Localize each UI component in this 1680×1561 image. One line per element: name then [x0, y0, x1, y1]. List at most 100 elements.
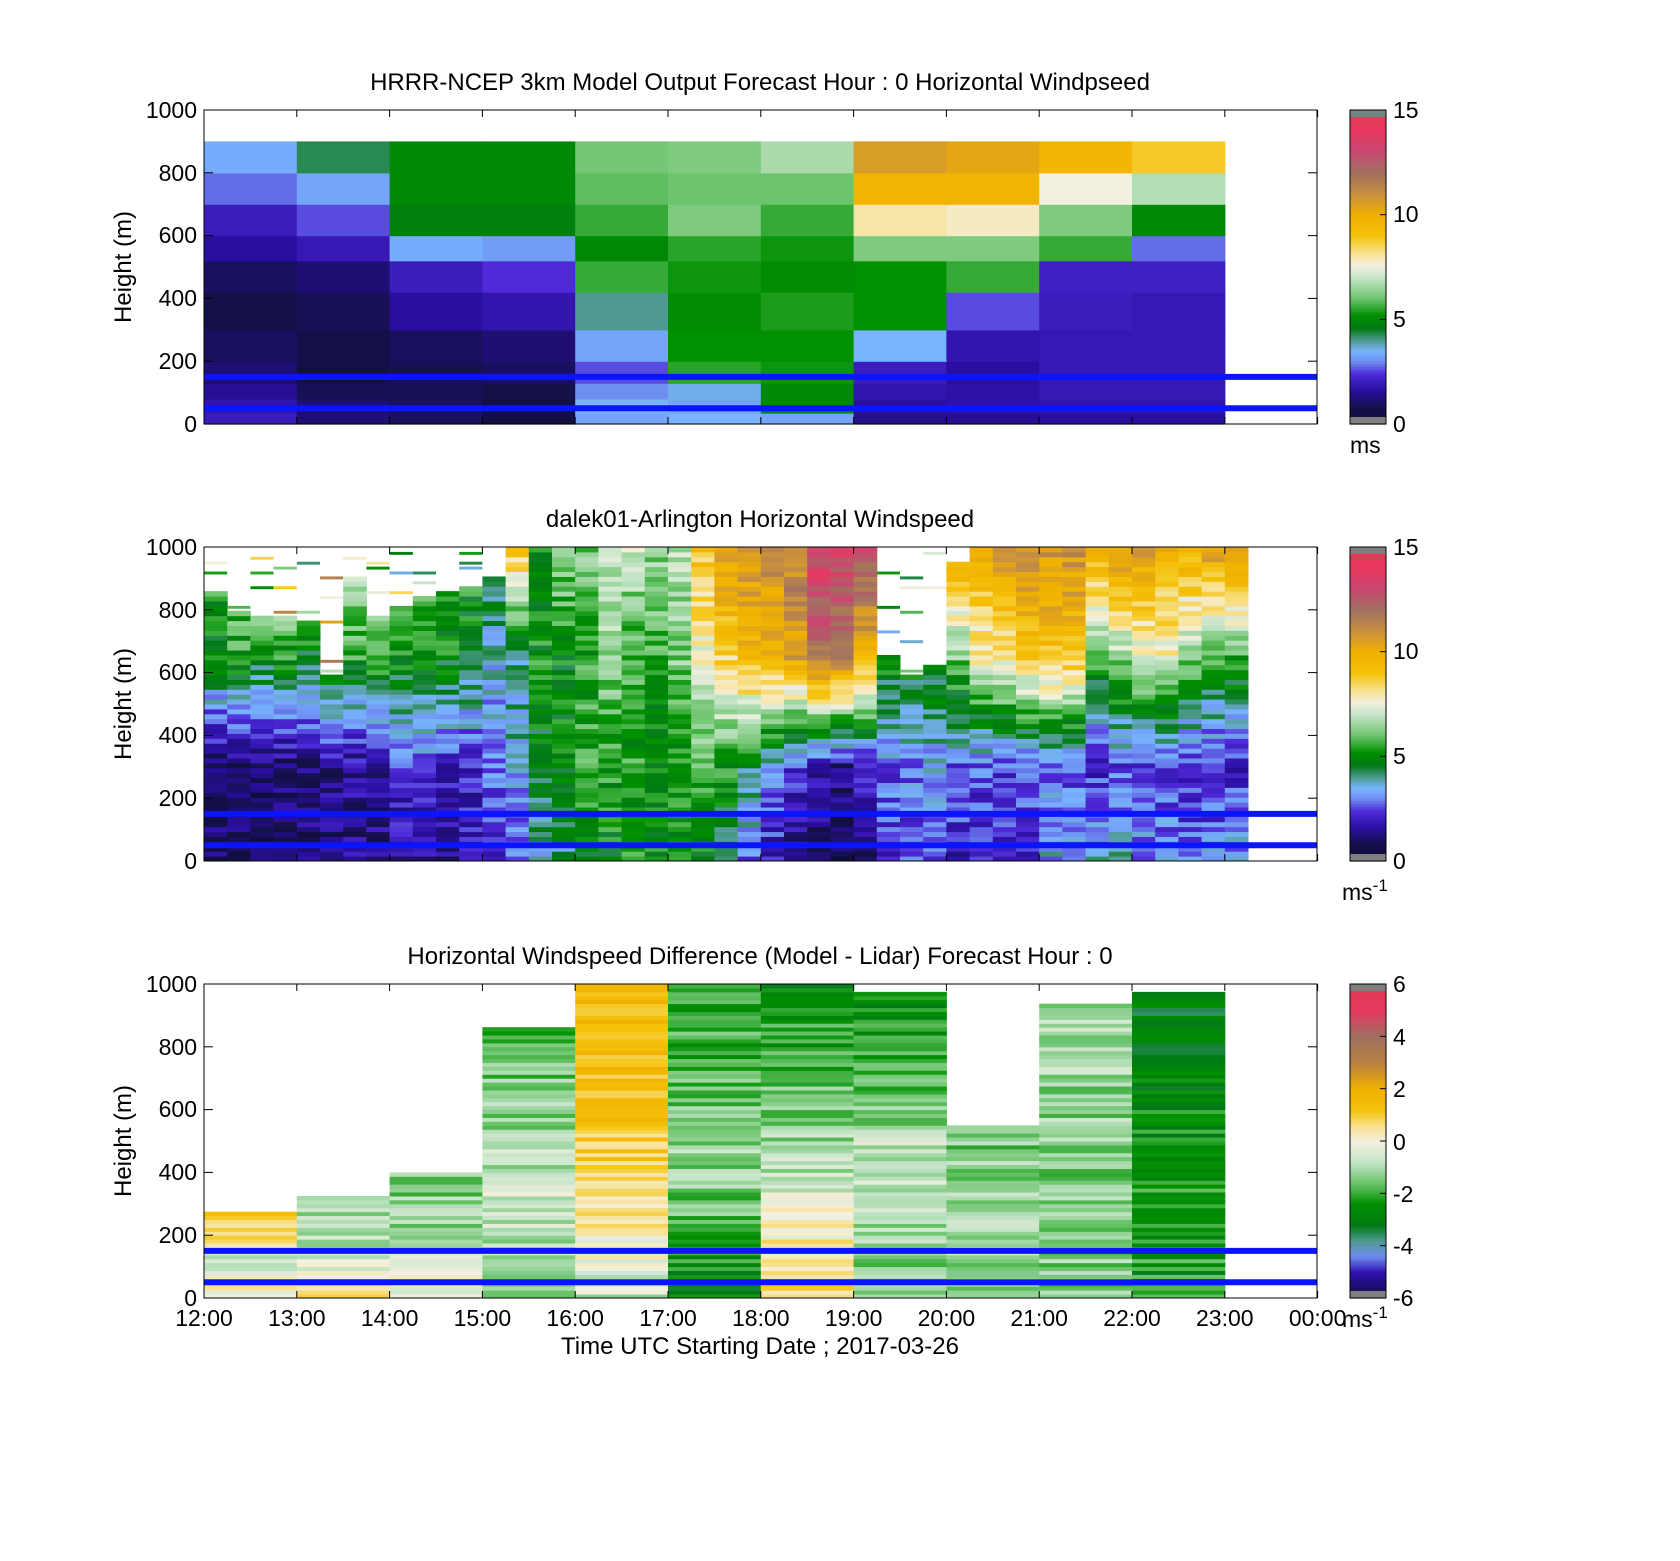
colorbar-segment	[1350, 1033, 1386, 1037]
heatmap-cell	[668, 645, 692, 651]
colorbar-segment	[1350, 1038, 1386, 1043]
colorbar-segment	[1350, 1269, 1386, 1273]
heatmap-cell	[969, 836, 994, 842]
heatmap-cell	[1108, 846, 1133, 852]
heatmap-cell	[273, 787, 298, 793]
heatmap-cell	[389, 718, 414, 725]
heatmap-cell	[1132, 851, 1156, 857]
heatmap-cell	[1062, 689, 1087, 695]
heatmap-cell	[946, 782, 971, 788]
heatmap-cell	[760, 1203, 855, 1209]
heatmap-cell	[644, 645, 669, 651]
heatmap-cell	[343, 846, 367, 852]
heatmap-cell	[1016, 556, 1040, 563]
heatmap-cell	[482, 762, 507, 769]
heatmap-cell	[853, 1054, 947, 1060]
colorbar-segment	[1350, 1054, 1386, 1058]
heatmap-cell	[1039, 625, 1063, 631]
heatmap-cell	[482, 1227, 576, 1232]
heatmap-cell	[436, 772, 460, 779]
heatmap-cell	[714, 654, 739, 661]
heatmap-cell	[389, 851, 414, 857]
heatmap-cell	[575, 1203, 669, 1209]
heatmap-cell	[946, 1195, 1040, 1201]
heatmap-cell	[575, 1243, 669, 1248]
heatmap-cell	[691, 704, 715, 710]
colorbar-segment	[1350, 204, 1386, 208]
colorbar-tick-label: 0	[1393, 1129, 1406, 1155]
heatmap-cell	[296, 1223, 391, 1228]
heatmap-cell	[760, 1180, 855, 1185]
heatmap-cell	[807, 650, 831, 656]
heatmap-cell	[668, 1286, 762, 1291]
heatmap-cell	[1085, 610, 1110, 617]
heatmap-cell	[412, 596, 437, 602]
heatmap-cell	[992, 600, 1017, 607]
colorbar-segment	[1350, 1004, 1386, 1009]
heatmap-cell	[992, 708, 1017, 715]
heatmap-cell	[853, 826, 878, 833]
heatmap-cell	[505, 728, 530, 734]
heatmap-cell	[1062, 586, 1087, 592]
heatmap-cell	[969, 645, 994, 651]
heatmap-cell	[459, 615, 483, 622]
heatmap-cell	[876, 836, 901, 842]
heatmap-cell	[784, 674, 808, 680]
colorbar-segment	[1350, 696, 1386, 700]
heatmap-cell	[714, 630, 739, 636]
heatmap-cell	[459, 654, 483, 661]
heatmap-cell	[598, 728, 623, 734]
heatmap-cell	[830, 748, 855, 754]
heatmap-cell	[1108, 571, 1133, 577]
heatmap-cell	[853, 674, 878, 680]
heatmap-cell	[1062, 640, 1087, 646]
heatmap-cell	[760, 679, 785, 685]
heatmap-cell	[505, 748, 530, 754]
heatmap-cell	[505, 821, 530, 828]
colorbar-segment	[1350, 680, 1386, 684]
heatmap-cell	[366, 615, 391, 622]
heatmap-cell	[204, 782, 228, 788]
heatmap-cell	[807, 748, 831, 754]
heatmap-cell	[1039, 1274, 1133, 1279]
heatmap-cell	[830, 571, 855, 577]
heatmap-cell	[1132, 1066, 1226, 1071]
heatmap-cell	[1178, 738, 1203, 744]
heatmap-cell	[1039, 1117, 1133, 1122]
heatmap-cell	[528, 782, 553, 788]
heatmap-cell	[621, 821, 646, 828]
heatmap-cell	[807, 723, 831, 730]
heatmap-cell	[1201, 630, 1226, 636]
heatmap-cell	[343, 699, 367, 705]
heatmap-cell	[1039, 654, 1063, 661]
heatmap-cell	[946, 1144, 1040, 1150]
heatmap-cell	[876, 772, 901, 779]
heatmap-cell	[876, 571, 900, 575]
heatmap-cell	[296, 816, 321, 823]
heatmap-cell	[412, 816, 437, 823]
heatmap-cell	[389, 329, 483, 362]
heatmap-cell	[992, 738, 1017, 744]
heatmap-cell	[296, 1239, 391, 1244]
heatmap-cell	[1108, 640, 1133, 646]
heatmap-cell	[853, 1086, 947, 1091]
heatmap-cell	[204, 792, 228, 798]
heatmap-cell	[436, 718, 460, 725]
heatmap-cell	[830, 576, 855, 582]
heatmap-cell	[482, 851, 507, 857]
heatmap-cell	[668, 1168, 762, 1173]
heatmap-cell	[853, 1078, 947, 1083]
heatmap-cell	[598, 620, 623, 626]
heatmap-cell	[436, 733, 460, 739]
heatmap-cell	[1132, 1156, 1226, 1162]
heatmap-cell	[505, 596, 530, 602]
heatmap-cell	[992, 684, 1017, 690]
colorbar-segment	[1350, 698, 1386, 702]
heatmap-cell	[760, 659, 785, 666]
heatmap-cell	[807, 556, 831, 563]
heatmap-cell	[320, 777, 344, 783]
heatmap-cell	[853, 762, 878, 769]
heatmap-cell	[389, 625, 414, 631]
heatmap-cell	[482, 1219, 576, 1224]
